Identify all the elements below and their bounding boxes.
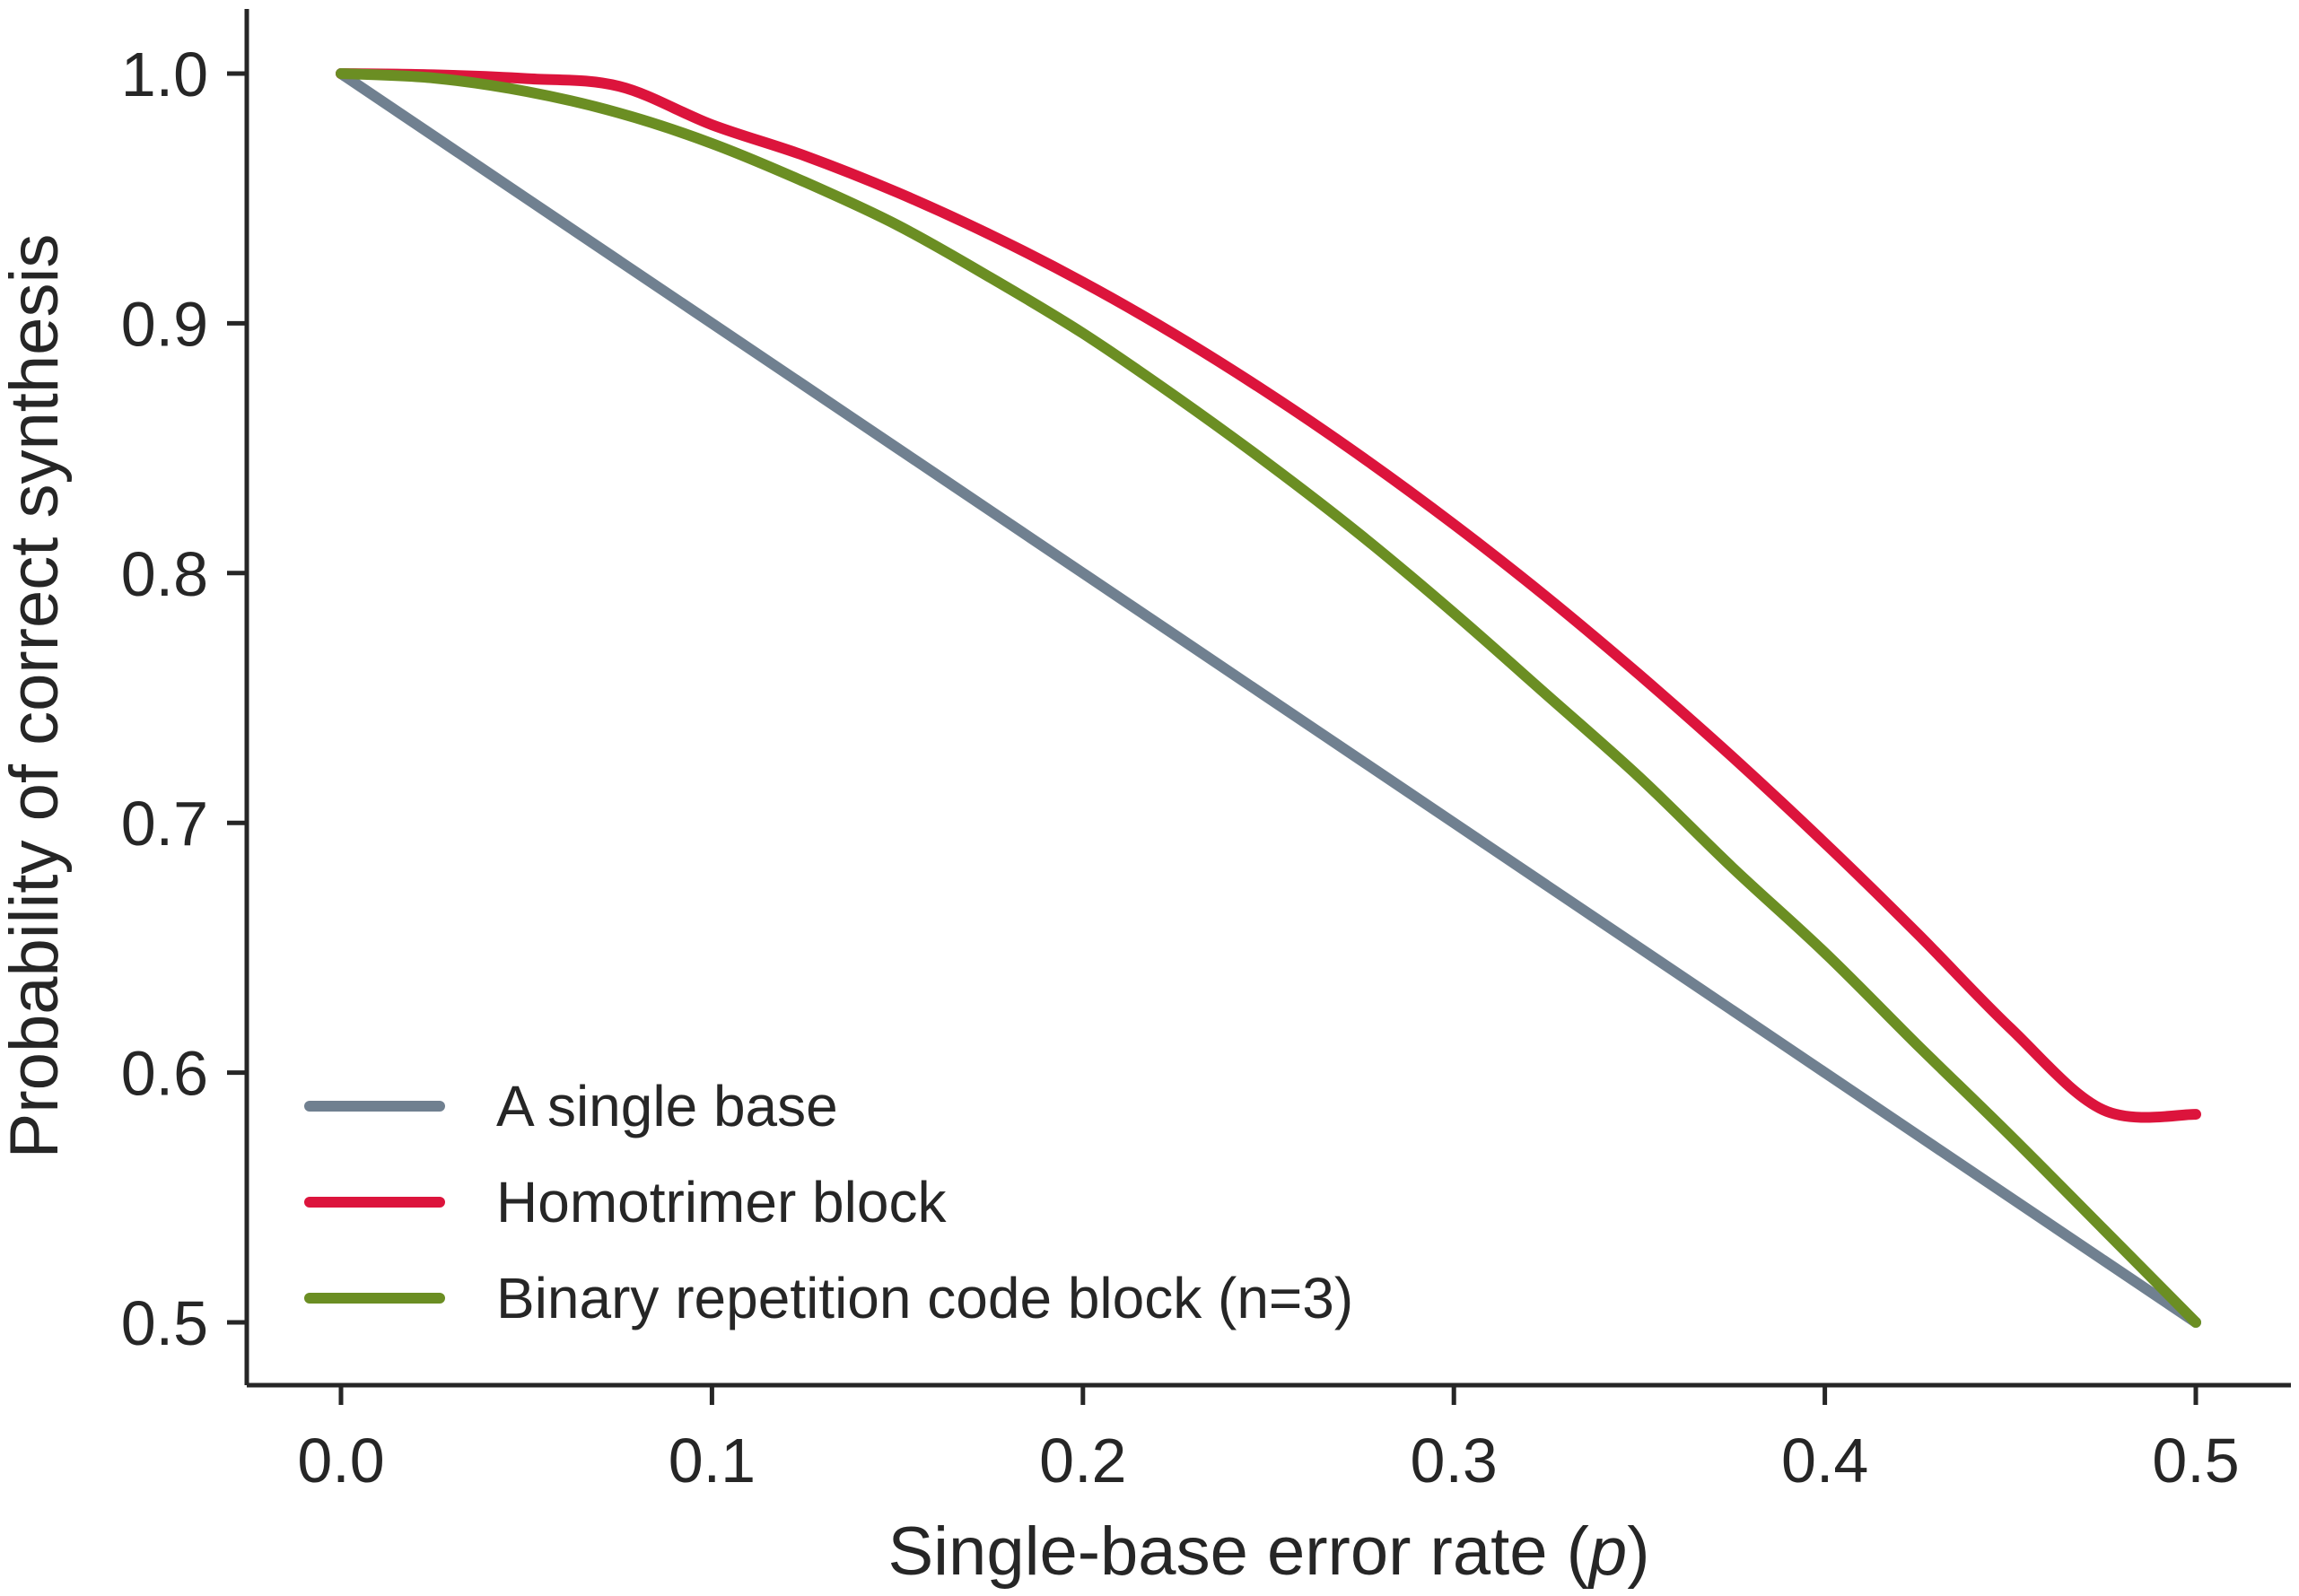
x-tick-label: 0.1	[669, 1426, 756, 1496]
legend-entry-binary-repetition: Binary repetition code block (n=3)	[304, 1266, 1353, 1330]
y-tick-label: 0.9	[121, 289, 208, 359]
legend-label: Homotrimer block	[496, 1170, 947, 1234]
y-tick-label: 1.0	[121, 39, 208, 109]
legend-label: Binary repetition code block (n=3)	[496, 1266, 1353, 1330]
y-tick-label: 0.6	[121, 1039, 208, 1109]
legend: A single base Homotrimer block Binary repe…	[304, 1074, 1353, 1330]
x-tick-label: 0.2	[1039, 1426, 1126, 1496]
y-axis-ticks: 0.5 0.6 0.7 0.8 0.9 1.0	[121, 39, 247, 1358]
series-layer	[336, 68, 2201, 1328]
x-axis-title: Single-base error rate (p)	[887, 1513, 1649, 1590]
y-tick-label: 0.8	[121, 539, 208, 609]
legend-entry-single-base: A single base	[304, 1074, 838, 1138]
legend-label: A single base	[496, 1074, 838, 1138]
x-tick-label: 0.3	[1411, 1426, 1498, 1496]
y-tick-label: 0.5	[121, 1288, 208, 1358]
y-tick-label: 0.7	[121, 789, 208, 859]
series-line-binary-repetition	[336, 68, 2201, 1328]
x-axis-ticks: 0.0 0.1 0.2 0.3 0.4 0.5	[297, 1385, 2240, 1496]
series-line-homotrimer	[336, 68, 2201, 1123]
x-tick-label: 0.4	[1781, 1426, 1868, 1496]
x-tick-label: 0.5	[2152, 1426, 2239, 1496]
legend-entry-homotrimer: Homotrimer block	[304, 1170, 947, 1234]
series-line-single-base	[336, 68, 2201, 1328]
y-axis-title: Probability of correct synthesis	[0, 234, 73, 1159]
x-tick-label: 0.0	[297, 1426, 384, 1496]
